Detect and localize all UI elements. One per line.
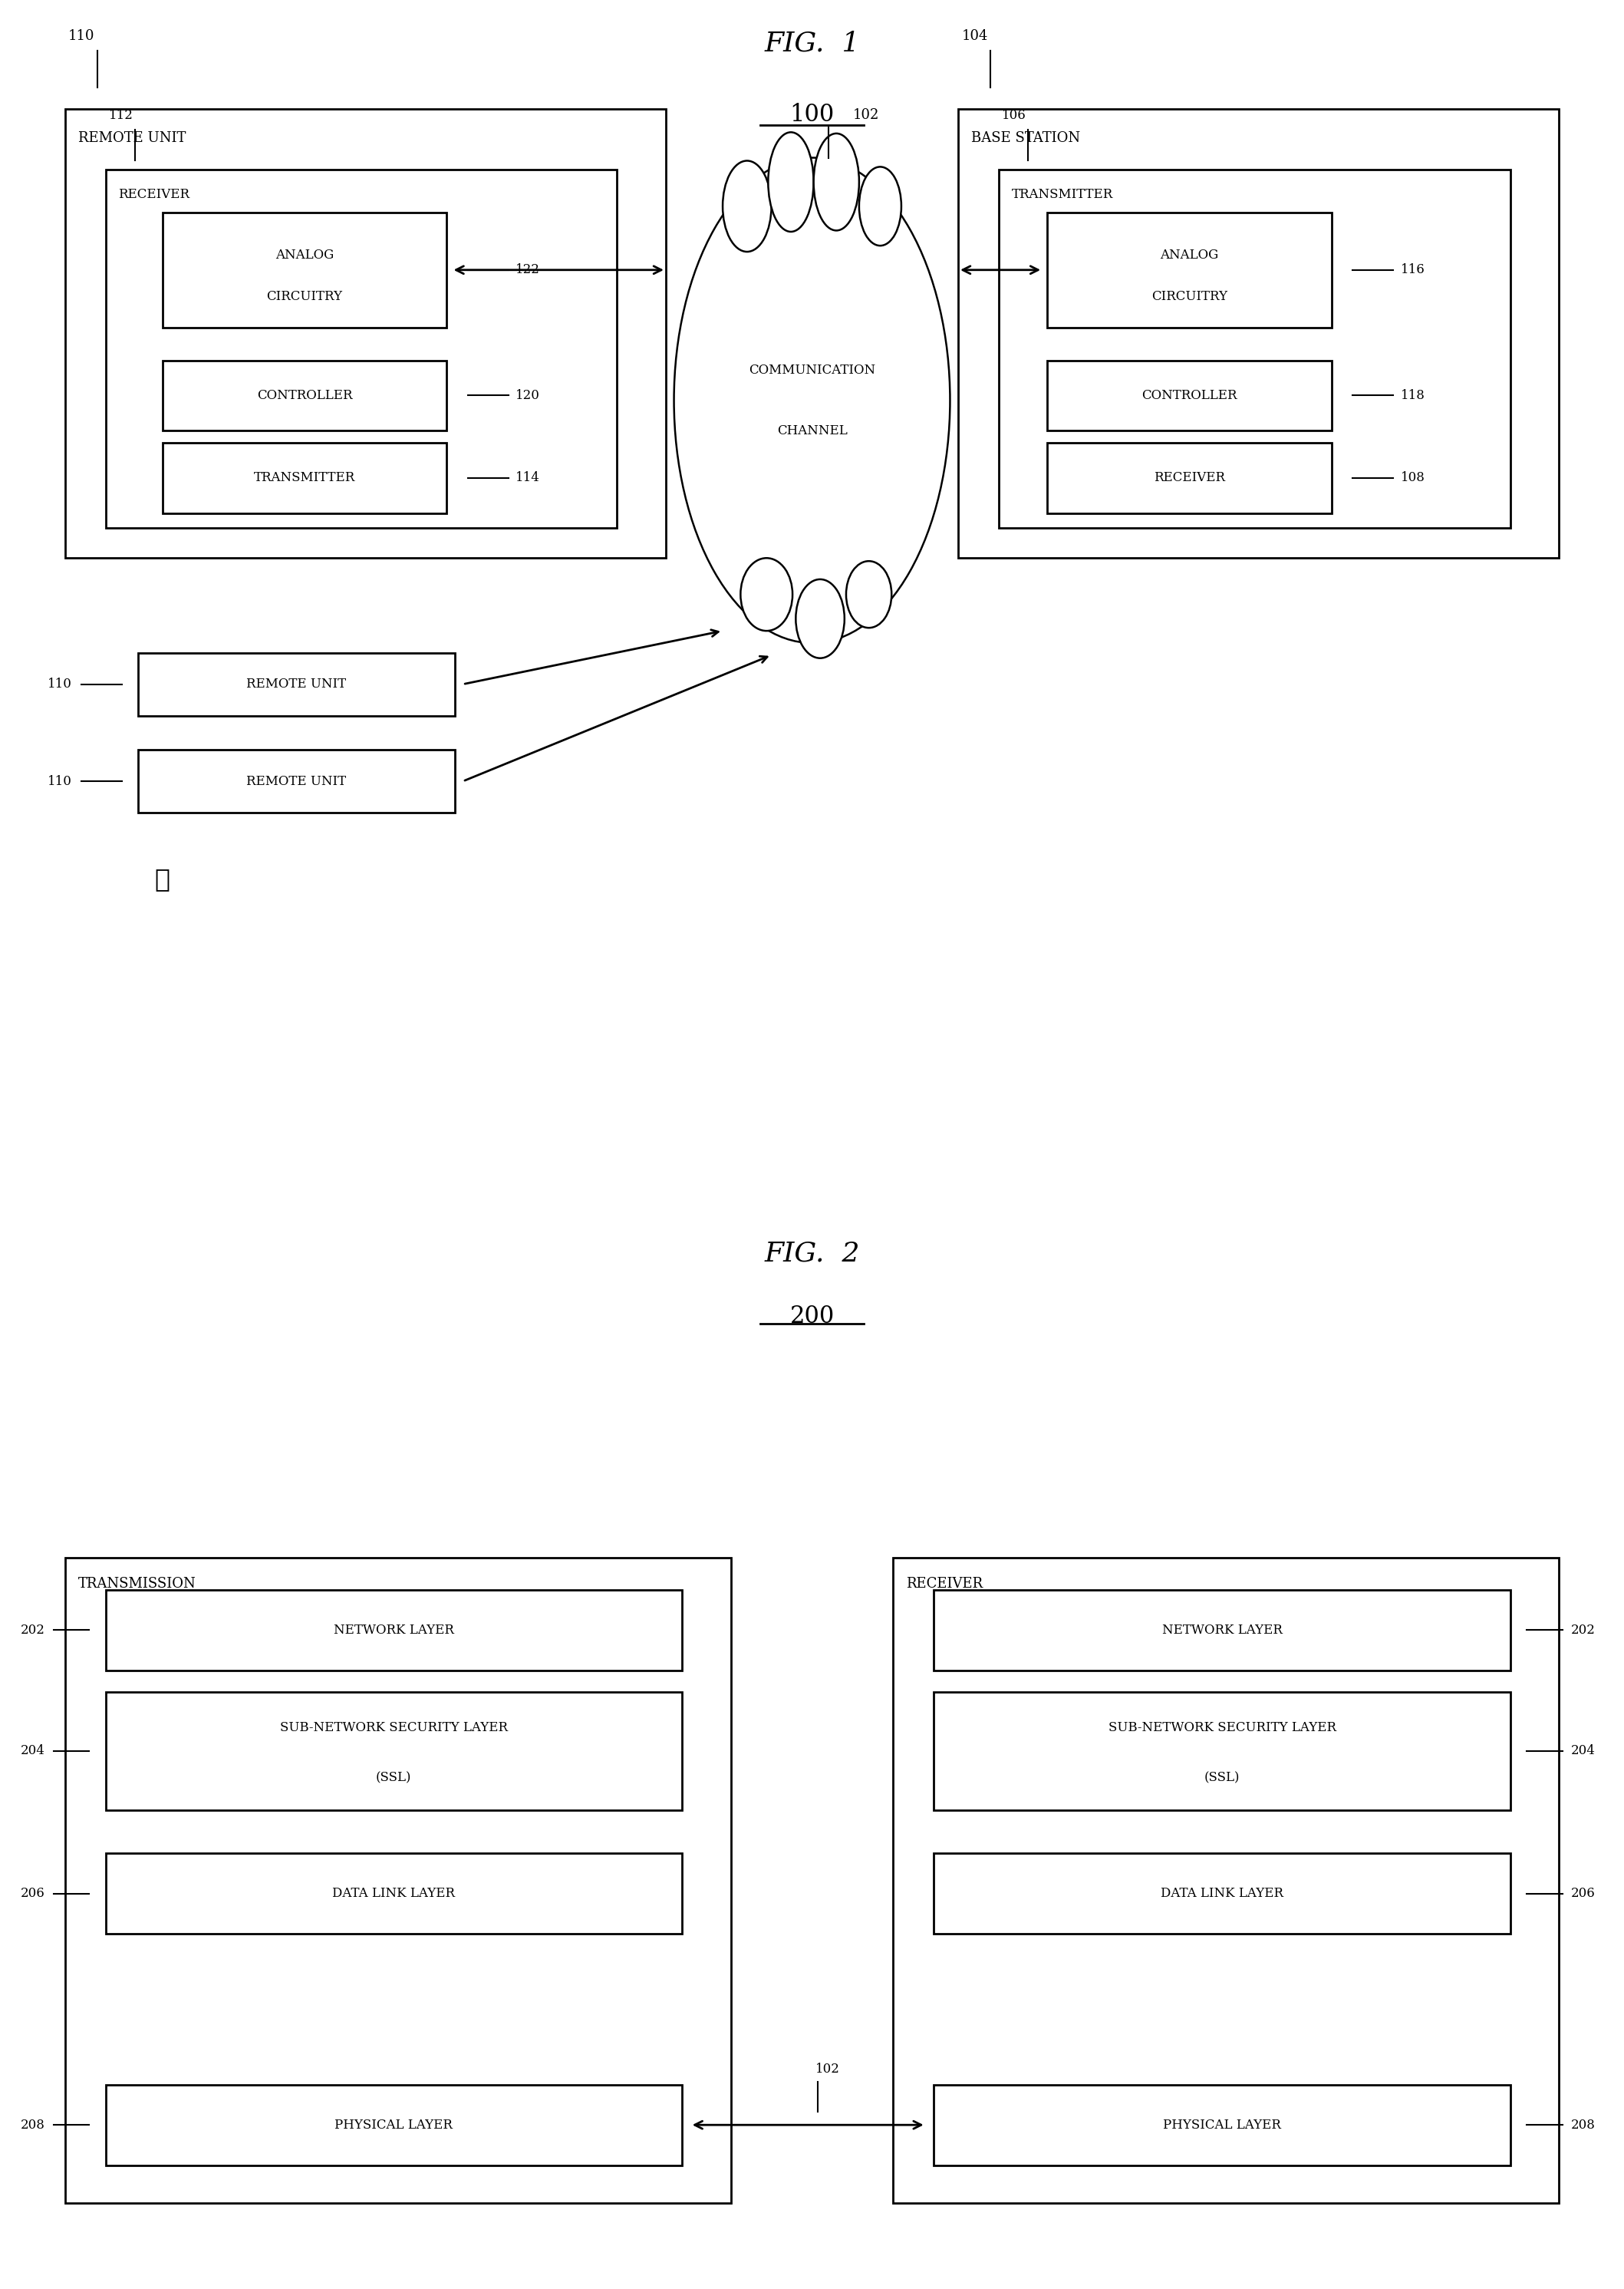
- Text: CIRCUITRY: CIRCUITRY: [266, 291, 343, 302]
- Text: CONTROLLER: CONTROLLER: [1142, 389, 1237, 403]
- Text: NETWORK LAYER: NETWORK LAYER: [333, 1623, 455, 1637]
- Bar: [106, 1854, 682, 1934]
- Text: NETWORK LAYER: NETWORK LAYER: [1161, 1623, 1283, 1637]
- Text: 114: 114: [515, 472, 541, 485]
- Text: 108: 108: [1400, 472, 1426, 485]
- Text: RECEIVER: RECEIVER: [906, 1577, 983, 1591]
- Text: REMOTE UNIT: REMOTE UNIT: [247, 774, 346, 787]
- Text: 106: 106: [1002, 110, 1026, 121]
- Text: 204: 204: [1570, 1744, 1596, 1758]
- Ellipse shape: [674, 158, 950, 643]
- Text: (SSL): (SSL): [1205, 1772, 1239, 1785]
- Text: ANALOG: ANALOG: [1160, 250, 1220, 261]
- Text: 202: 202: [1570, 1623, 1596, 1637]
- Text: SUB-NETWORK SECURITY LAYER: SUB-NETWORK SECURITY LAYER: [279, 1721, 508, 1735]
- Text: RECEIVER: RECEIVER: [119, 188, 190, 201]
- Text: FIG.  1: FIG. 1: [765, 30, 859, 57]
- Text: 110: 110: [47, 678, 73, 691]
- Text: 208: 208: [19, 2117, 45, 2131]
- Text: 110: 110: [68, 30, 94, 43]
- Ellipse shape: [768, 133, 814, 231]
- Bar: [138, 652, 455, 716]
- Ellipse shape: [741, 559, 793, 632]
- Text: CIRCUITRY: CIRCUITRY: [1151, 291, 1228, 302]
- Ellipse shape: [814, 133, 859, 231]
- Bar: [106, 169, 617, 529]
- Ellipse shape: [846, 561, 892, 627]
- Text: 102: 102: [815, 2062, 840, 2076]
- Bar: [162, 213, 447, 327]
- Text: 104: 104: [961, 30, 987, 43]
- Text: 208: 208: [1570, 2117, 1596, 2131]
- Text: DATA LINK LAYER: DATA LINK LAYER: [333, 1886, 455, 1900]
- Bar: [65, 110, 666, 559]
- Text: 202: 202: [19, 1623, 45, 1637]
- Text: 110: 110: [47, 774, 73, 787]
- Text: 206: 206: [1572, 1886, 1595, 1900]
- Text: PHYSICAL LAYER: PHYSICAL LAYER: [1163, 2117, 1281, 2131]
- Bar: [999, 169, 1510, 529]
- Bar: [106, 1692, 682, 1811]
- Text: 112: 112: [109, 110, 133, 121]
- Text: 122: 122: [515, 263, 541, 277]
- Text: PHYSICAL LAYER: PHYSICAL LAYER: [335, 2117, 453, 2131]
- Text: CHANNEL: CHANNEL: [776, 423, 848, 437]
- Bar: [893, 1557, 1559, 2202]
- Text: ANALOG: ANALOG: [274, 250, 335, 261]
- Bar: [1047, 213, 1332, 327]
- Text: CONTROLLER: CONTROLLER: [257, 389, 352, 403]
- Text: RECEIVER: RECEIVER: [1155, 472, 1224, 485]
- Bar: [934, 1591, 1510, 1671]
- Text: 120: 120: [515, 389, 541, 403]
- Bar: [934, 1854, 1510, 1934]
- Text: BASE STATION: BASE STATION: [971, 130, 1080, 144]
- Text: REMOTE UNIT: REMOTE UNIT: [247, 678, 346, 691]
- Bar: [162, 359, 447, 430]
- Bar: [1047, 359, 1332, 430]
- Ellipse shape: [723, 160, 771, 252]
- Text: 204: 204: [19, 1744, 45, 1758]
- Text: FIG.  2: FIG. 2: [765, 1241, 859, 1266]
- Text: TRANSMISSION: TRANSMISSION: [78, 1577, 197, 1591]
- Text: DATA LINK LAYER: DATA LINK LAYER: [1161, 1886, 1283, 1900]
- Ellipse shape: [796, 579, 844, 659]
- Bar: [1047, 442, 1332, 513]
- Text: REMOTE UNIT: REMOTE UNIT: [78, 130, 185, 144]
- Text: TRANSMITTER: TRANSMITTER: [253, 472, 356, 485]
- Bar: [934, 1692, 1510, 1811]
- Text: 118: 118: [1400, 389, 1426, 403]
- Bar: [934, 2085, 1510, 2165]
- Text: TRANSMITTER: TRANSMITTER: [1012, 188, 1112, 201]
- Text: SUB-NETWORK SECURITY LAYER: SUB-NETWORK SECURITY LAYER: [1108, 1721, 1337, 1735]
- Text: 102: 102: [853, 108, 879, 121]
- Text: 206: 206: [21, 1886, 44, 1900]
- Text: 100: 100: [789, 103, 835, 126]
- Text: 116: 116: [1402, 263, 1424, 277]
- Text: COMMUNICATION: COMMUNICATION: [749, 364, 875, 375]
- Bar: [106, 2085, 682, 2165]
- Text: (SSL): (SSL): [377, 1772, 411, 1785]
- Bar: [106, 1591, 682, 1671]
- Bar: [958, 110, 1559, 559]
- Bar: [162, 442, 447, 513]
- Ellipse shape: [859, 167, 901, 245]
- Text: 200: 200: [789, 1305, 835, 1328]
- Bar: [138, 751, 455, 813]
- Text: ⋮: ⋮: [154, 868, 171, 893]
- Bar: [65, 1557, 731, 2202]
